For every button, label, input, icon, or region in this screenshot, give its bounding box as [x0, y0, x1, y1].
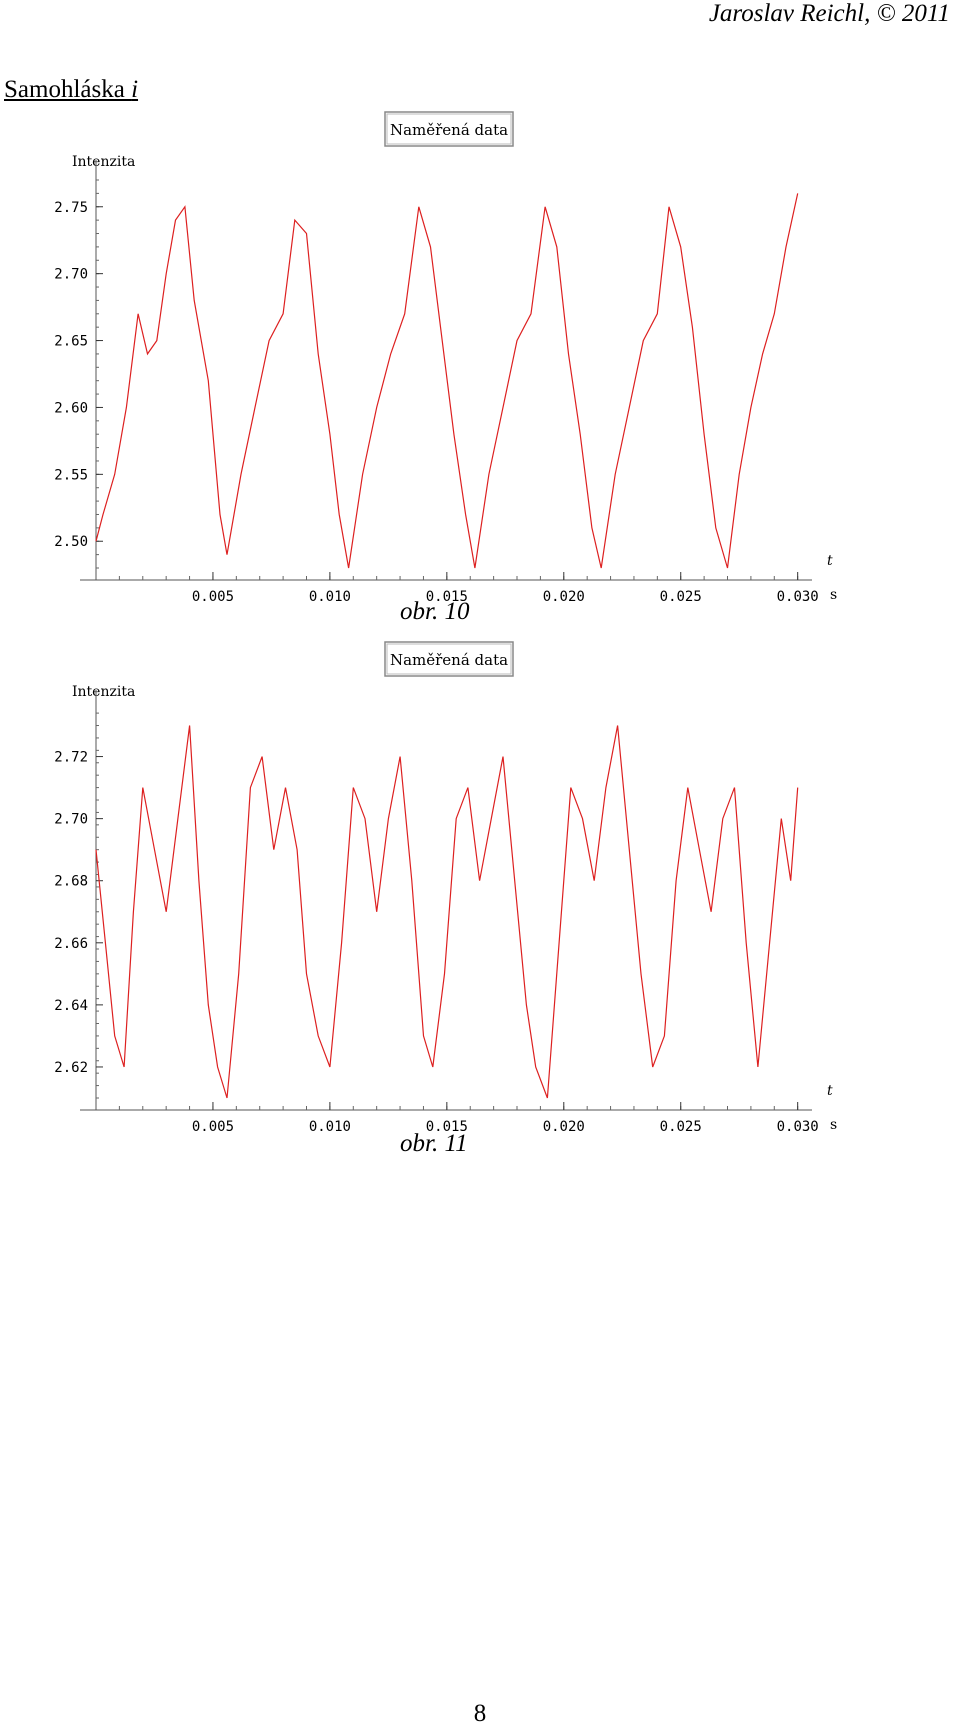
x-tick-label: 0.030	[777, 1119, 819, 1135]
legend-box	[384, 111, 514, 147]
y-axis-label: Intenzita	[72, 154, 135, 170]
y-tick-label: 2.68	[54, 874, 88, 890]
y-tick-label: 2.72	[54, 750, 88, 766]
chart-obr-11: Naměřená data Intenzita 2.62 2.64 2.66 2.68 2.…	[54, 641, 837, 1135]
chart-obr-10: Naměřená data Intenzita 2.50 2.55 2.60 2.65 2.…	[54, 111, 837, 605]
y-tick-label: 2.64	[54, 998, 88, 1014]
x-tick-label: 0.025	[660, 589, 702, 605]
x-axis-unit: s	[830, 587, 837, 603]
author-header: Jaroslav Reichl, © 2011	[708, 0, 950, 27]
x-tick-label: 0.010	[309, 589, 351, 605]
legend-box	[384, 641, 514, 677]
caption-obr-11: obr. 11	[400, 1130, 468, 1157]
section-title-prefix: Samohláska	[4, 76, 132, 103]
section-title: Samohláska i	[4, 76, 138, 104]
y-tick-label: 2.65	[54, 334, 88, 350]
x-tick-label: 0.005	[192, 1119, 234, 1135]
x-tick-label: 0.010	[309, 1119, 351, 1135]
y-tick-label: 2.60	[54, 400, 88, 416]
section-title-vowel: i	[131, 76, 139, 103]
page-number: 8	[473, 1700, 487, 1727]
y-tick-label: 2.66	[54, 936, 88, 952]
y-tick-label: 2.50	[54, 534, 88, 550]
y-axis-label: Intenzita	[72, 684, 135, 700]
x-tick-label: 0.020	[543, 1119, 585, 1135]
x-axis-label: t	[827, 553, 833, 569]
x-tick-label: 0.025	[660, 1119, 702, 1135]
x-tick-label: 0.020	[543, 589, 585, 605]
y-tick-label: 2.75	[54, 200, 88, 216]
legend-box-inner	[386, 113, 512, 145]
y-tick-label: 2.55	[54, 467, 88, 483]
x-axis-label: t	[827, 1083, 833, 1099]
y-tick-label: 2.70	[54, 267, 88, 283]
legend-label: Naměřená data	[390, 651, 508, 669]
y-tick-label: 2.62	[54, 1060, 88, 1076]
x-axis-unit: s	[830, 1117, 837, 1133]
x-tick-label: 0.015	[426, 1119, 468, 1135]
y-tick-label: 2.70	[54, 812, 88, 828]
data-line	[95, 725, 799, 1099]
x-tick-label: 0.005	[192, 589, 234, 605]
caption-obr-10: obr. 10	[400, 598, 470, 625]
x-tick-label: 0.030	[777, 589, 819, 605]
x-tick-label: 0.015	[426, 589, 468, 605]
data-line	[95, 193, 799, 569]
legend-box-inner	[386, 643, 512, 675]
legend-label: Naměřená data	[390, 121, 508, 139]
